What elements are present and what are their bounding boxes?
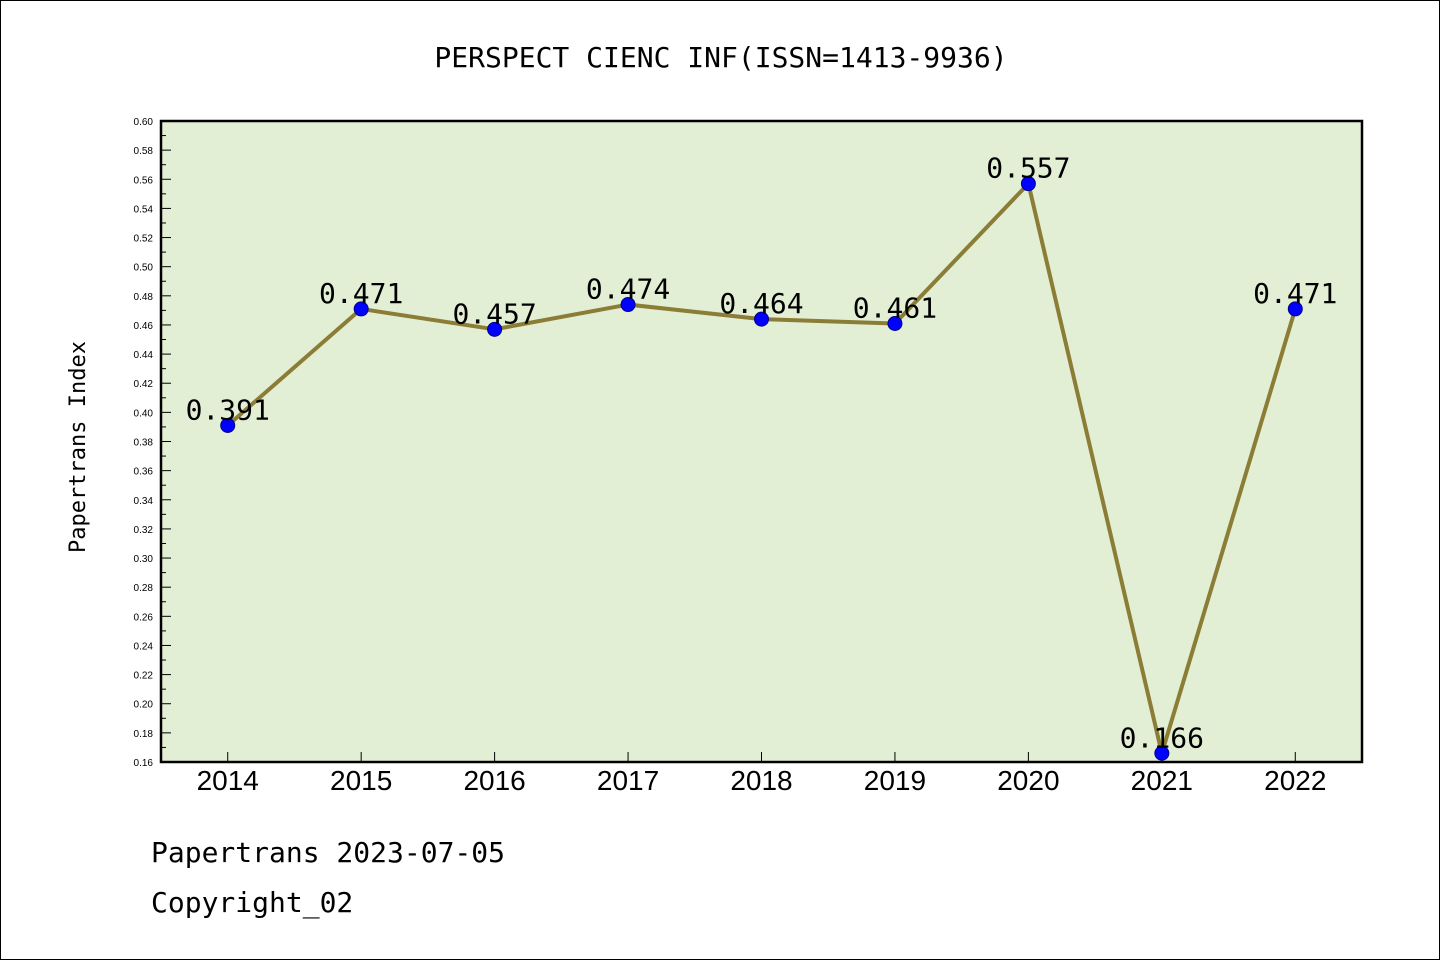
y-tick-label: 0.54 <box>134 204 154 215</box>
x-tick-label: 2015 <box>330 765 392 796</box>
data-point <box>1287 301 1303 317</box>
y-tick-label: 0.48 <box>134 292 154 303</box>
y-tick-label: 0.46 <box>134 321 154 332</box>
y-tick-label: 0.58 <box>134 146 154 157</box>
data-labels: 0.391 0.471 0.457 0.474 0.464 0.461 0.557 0.166… <box>186 152 1338 755</box>
y-tick-label: 0.20 <box>134 700 154 711</box>
y-tick-label: 0.36 <box>134 467 154 478</box>
y-tick-label: 0.56 <box>134 175 154 186</box>
x-tick-label: 2022 <box>1264 765 1326 796</box>
y-tick-label: 0.40 <box>134 408 154 419</box>
plot-border <box>159 119 1364 764</box>
y-tick-label: 0.22 <box>134 671 154 682</box>
y-tick-label: 0.60 <box>134 117 154 128</box>
data-point <box>1020 176 1036 192</box>
y-tick-label: 0.30 <box>134 554 154 565</box>
x-tick-label: 2018 <box>730 765 792 796</box>
y-tick-label: 0.24 <box>134 641 154 652</box>
data-point <box>887 315 903 331</box>
data-label: 0.461 <box>853 291 937 324</box>
x-tick-label: 2021 <box>1131 765 1193 796</box>
y-tick-label: 0.52 <box>134 234 154 245</box>
data-point <box>1154 745 1170 761</box>
footer-date: Papertrans 2023-07-05 <box>151 836 506 869</box>
y-tick-label: 0.42 <box>134 379 154 390</box>
data-label: 0.474 <box>586 273 670 306</box>
x-tick-label: 2016 <box>463 765 525 796</box>
footer-copyright: Copyright_02 <box>151 886 354 919</box>
x-tick-label: 2017 <box>597 765 659 796</box>
y-tick-label: 0.16 <box>134 758 154 769</box>
data-label: 0.471 <box>319 277 403 310</box>
data-label: 0.471 <box>1253 277 1337 310</box>
data-point <box>220 417 236 433</box>
y-tick-label: 0.44 <box>134 350 154 361</box>
data-label: 0.457 <box>452 297 536 330</box>
chart-title: PERSPECT CIENC INF(ISSN=1413-9936) <box>434 41 1007 74</box>
x-tick-label: 2020 <box>997 765 1059 796</box>
data-point <box>487 321 503 337</box>
plot-area <box>161 121 1362 762</box>
y-tick-label: 0.26 <box>134 612 154 623</box>
y-tick-label: 0.38 <box>134 438 154 449</box>
data-point <box>353 301 369 317</box>
data-point <box>754 311 769 327</box>
x-axis-ticks: 2014 2015 2016 2017 2018 2019 2020 2021 2022 <box>197 752 1326 796</box>
y-tick-label: 0.28 <box>134 583 154 594</box>
data-label: 0.391 <box>186 393 270 426</box>
series-line-group <box>220 176 1303 761</box>
data-point <box>620 297 636 313</box>
y-tick-label: 0.32 <box>134 525 154 536</box>
x-tick-label: 2014 <box>197 765 259 796</box>
y-axis-ticks: 0.16 0.18 0.20 0.22 0.24 0.26 0.28 0.30 0.32 0.34… <box>134 117 171 769</box>
y-tick-label: 0.18 <box>134 729 154 740</box>
data-label: 0.464 <box>719 287 803 320</box>
y-axis-label: Papertrans Index <box>66 341 91 553</box>
data-label: 0.166 <box>1120 721 1204 754</box>
data-label: 0.557 <box>986 152 1070 185</box>
y-tick-label: 0.50 <box>134 263 154 274</box>
x-tick-label: 2019 <box>864 765 926 796</box>
y-tick-label: 0.34 <box>134 496 154 507</box>
